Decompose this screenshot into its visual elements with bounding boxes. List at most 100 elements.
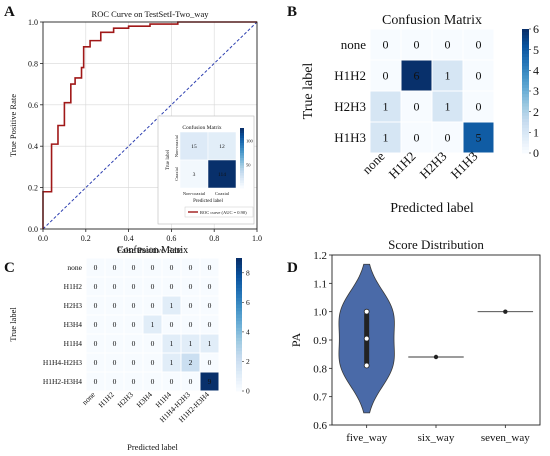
y-tick-label: 0.8 — [28, 59, 38, 68]
panel-letter-c: C — [4, 260, 15, 276]
colorbar-tick-label: 8 — [246, 268, 250, 277]
colorbar-segment — [522, 66, 529, 70]
heatmap-y-tick-label: H1H2 — [334, 68, 366, 83]
colorbar-segment — [236, 364, 242, 369]
panel-d-score-distribution: D Score Distribution 0.6 0.7 0.8 0.9 1.0 1.1 1.2… — [287, 237, 541, 444]
heatmap-cell-value: 0 — [151, 339, 155, 348]
inset-colorbar-segment — [240, 173, 244, 176]
heatmap-x-tick-label: H1H2 — [97, 390, 117, 410]
roc-title: ROC Curve on TestSetI-Two_way — [92, 9, 210, 19]
colorbar-segment — [522, 149, 529, 154]
heatmap-cell-value: 0 — [151, 263, 155, 272]
heatmap-y-tick-label: none — [341, 37, 367, 52]
x-tick-label: 0.8 — [209, 234, 219, 243]
colorbar-segment — [522, 41, 529, 45]
heatmap-y-tick-label: H1H2 — [64, 282, 83, 291]
colorbar-segment — [522, 29, 529, 33]
inset-cell-value: 114 — [218, 172, 226, 178]
heatmap-cell-value: 1 — [170, 358, 174, 367]
inset-colorbar-tick: 50 — [246, 162, 251, 167]
colorbar-segment — [236, 291, 242, 295]
heatmap-y-tick-label: H1H3 — [334, 130, 366, 145]
heatmap-cell-value: 0 — [94, 263, 98, 272]
colorbar-segment — [236, 277, 242, 282]
inset-colorbar-segment — [240, 158, 244, 161]
heatmap-cell-value: 1 — [445, 69, 451, 83]
heatmap-cell-value: 1 — [383, 131, 389, 145]
heatmap-cell-value: 0 — [208, 320, 212, 329]
inset-colorbar-segment — [240, 170, 244, 174]
y-tick-label: 0.4 — [28, 142, 38, 151]
colorbar-segment — [522, 69, 529, 73]
colorbar-segment — [522, 131, 529, 135]
heatmap-cell-value: 0 — [94, 377, 98, 386]
colorbar-segment — [236, 347, 242, 352]
inset-colorbar-segment — [240, 143, 244, 146]
colorbar-segment — [236, 384, 242, 389]
colorbar-segment — [522, 122, 529, 126]
heatmap-cell-value: 1 — [208, 339, 212, 348]
roc-curve — [42, 21, 257, 229]
heatmap-cell — [462, 121, 495, 154]
heatmap-cell-value: 0 — [208, 282, 212, 291]
colorbar-segment — [522, 63, 529, 67]
colorbar-segment — [236, 374, 242, 379]
y-tick-label: 1.2 — [313, 250, 327, 262]
y-axis-label: True Positive Rate — [8, 94, 18, 157]
heatmap-cell-value: 1 — [170, 339, 174, 348]
heatmap-cell — [400, 28, 433, 61]
heatmap-cell-value: 0 — [170, 263, 174, 272]
x-tick-label: five_way — [346, 432, 387, 444]
heatmap-cell-value: 0 — [414, 100, 420, 114]
colorbar-segment — [236, 377, 242, 382]
inset-colorbar-segment — [240, 175, 244, 179]
heatmap-y-tick-label: H2H3 — [334, 99, 366, 114]
heatmap-cell-value: 0 — [94, 358, 98, 367]
colorbar-segment — [236, 258, 242, 262]
max-dot — [363, 308, 370, 315]
heatmap-cell-value: 0 — [208, 301, 212, 310]
x-axis-label: False Positive Rate — [117, 245, 182, 255]
heatmap-cell-value: 0 — [132, 301, 136, 310]
colorbar-segment — [236, 371, 242, 375]
colorbar-segment — [522, 106, 529, 110]
x-tick-label: 0.0 — [38, 234, 48, 243]
inset-x-tick-label: Non-coaxial — [183, 191, 206, 196]
colorbar-segment — [522, 109, 529, 114]
colorbar-segment — [236, 387, 242, 392]
heatmap-cell-value: 0 — [476, 38, 482, 52]
inset-colorbar-segment — [240, 165, 244, 169]
heatmap-cell-value: 0 — [113, 320, 117, 329]
inset-cell-value: 3 — [193, 172, 196, 178]
plot-frame — [42, 21, 258, 230]
heatmap-cell — [431, 28, 464, 61]
heatmap-cell-value: 0 — [132, 339, 136, 348]
x-tick-label: 0.4 — [124, 234, 134, 243]
x-tick-label: 0.2 — [81, 234, 91, 243]
inset-colorbar-segment — [240, 150, 244, 154]
inset-cell — [179, 131, 209, 161]
inset-colorbar-segment — [240, 178, 244, 181]
colorbar-segment — [236, 351, 242, 355]
heatmap-cell-value: 5 — [476, 131, 482, 145]
colorbar-segment — [522, 134, 529, 138]
colorbar-segment — [522, 72, 529, 76]
heatmap-cell-value: 0 — [132, 377, 136, 386]
colorbar-segment — [522, 47, 529, 52]
heatmap-cell-value: 0 — [132, 263, 136, 272]
colorbar-segment — [236, 357, 242, 362]
colorbar-segment — [236, 341, 242, 345]
inset-colorbar-segment — [240, 135, 244, 139]
colorbar-tick-label: 4 — [533, 64, 539, 78]
heatmap-cell-value: 0 — [189, 282, 193, 291]
colorbar-segment — [236, 334, 242, 339]
y-tick-label: 1.0 — [28, 18, 38, 27]
colorbar-segment — [522, 97, 529, 101]
heatmap-cell-value: 0 — [113, 263, 117, 272]
heatmap-cell-value: 0 — [170, 320, 174, 329]
inset-cell — [179, 159, 209, 189]
inset-y-tick-label: Non-coaxial — [174, 134, 179, 157]
colorbar-segment — [522, 128, 529, 132]
colorbar-segment — [522, 103, 529, 107]
